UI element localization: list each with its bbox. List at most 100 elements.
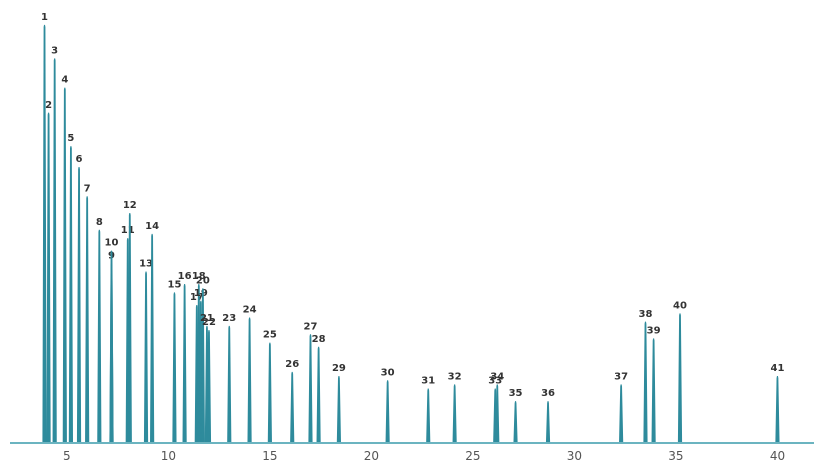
peak-mark-13 (143, 271, 149, 444)
peak-mark-16 (182, 284, 187, 444)
peak-28: 28 (312, 334, 326, 444)
peak-3: 3 (51, 45, 58, 444)
peak-label-7: 7 (84, 183, 91, 194)
peak-label-28: 28 (312, 334, 326, 345)
peak-mark-32 (452, 384, 457, 444)
peak-label-27: 27 (304, 321, 318, 332)
peak-label-8: 8 (96, 217, 103, 228)
peak-label-32: 32 (448, 371, 462, 382)
peak-8: 8 (96, 217, 103, 444)
peak-7: 7 (84, 183, 91, 444)
peak-mark-29 (336, 376, 342, 444)
peak-37: 37 (614, 371, 628, 444)
peak-label-38: 38 (639, 309, 653, 320)
x-tick-label-10: 10 (161, 449, 176, 463)
peak-label-5: 5 (67, 133, 74, 144)
peak-label-30: 30 (381, 367, 395, 378)
peak-mark-39 (651, 338, 656, 444)
x-tick-label-20: 20 (364, 449, 379, 463)
peak-mark-26 (290, 371, 295, 444)
peak-label-23: 23 (222, 313, 236, 324)
peak-34: 34 (490, 371, 504, 444)
peak-label-3: 3 (51, 45, 58, 56)
peak-label-41: 41 (770, 363, 784, 374)
peak-40: 40 (673, 300, 687, 444)
peak-label-1: 1 (41, 12, 48, 23)
peak-label-37: 37 (614, 371, 628, 382)
x-tick-label-40: 40 (770, 449, 785, 463)
peak-mark-23 (227, 325, 232, 444)
peak-label-16: 16 (178, 271, 192, 282)
peak-label-34: 34 (490, 371, 504, 382)
peaks-layer: 1234567891011121314151617181920212223242… (41, 12, 784, 444)
peak-mark-25 (267, 342, 272, 444)
peak-mark-38 (643, 321, 648, 444)
peak-23: 23 (222, 313, 236, 444)
peak-mark-27 (308, 334, 313, 444)
peak-label-21: 21 (200, 313, 214, 324)
peak-mark-28 (316, 346, 321, 444)
peak-label-31: 31 (421, 376, 435, 387)
peak-mark-40 (677, 313, 683, 444)
peak-11: 11 (121, 225, 135, 444)
peak-5: 5 (67, 133, 74, 444)
x-tick-label-30: 30 (567, 449, 582, 463)
peak-label-14: 14 (145, 221, 159, 232)
peak-mark-36 (545, 401, 551, 444)
peak-label-33: 33 (488, 376, 502, 387)
peak-4: 4 (61, 75, 68, 444)
peak-mark-3 (52, 58, 57, 444)
peak-25: 25 (263, 330, 277, 444)
peak-mark-24 (247, 317, 252, 444)
peak-10: 10 (105, 238, 119, 444)
peak-label-35: 35 (509, 388, 523, 399)
peak-15: 15 (167, 280, 181, 444)
peak-mark-37 (619, 384, 624, 444)
peak-mark-2 (46, 112, 51, 444)
peak-label-2: 2 (45, 100, 52, 111)
peak-label-10: 10 (105, 238, 119, 249)
peak-mark-7 (85, 196, 90, 444)
peak-mark-8 (97, 229, 102, 444)
peak-mark-31 (426, 388, 431, 444)
peak-41: 41 (770, 363, 784, 444)
peak-label-24: 24 (243, 305, 257, 316)
peak-mark-4 (62, 87, 67, 444)
peak-31: 31 (421, 376, 435, 444)
peak-mark-30 (385, 380, 390, 444)
peak-29: 29 (332, 363, 346, 444)
peak-label-15: 15 (167, 280, 181, 291)
peak-35: 35 (509, 388, 523, 444)
peak-36: 36 (541, 388, 555, 444)
peak-mark-6 (76, 167, 82, 444)
peak-mark-1 (42, 24, 47, 444)
peak-label-4: 4 (61, 75, 68, 86)
peak-label-36: 36 (541, 388, 555, 399)
peak-32: 32 (448, 371, 462, 444)
peak-mark-15 (172, 292, 177, 444)
peak-30: 30 (381, 367, 395, 444)
peak-label-19: 19 (194, 288, 208, 299)
x-tick-label-25: 25 (465, 449, 480, 463)
peak-label-40: 40 (673, 300, 687, 311)
peak-label-20: 20 (196, 275, 210, 286)
peak-label-12: 12 (123, 200, 137, 211)
peak-33: 33 (488, 376, 502, 444)
x-tick-label-15: 15 (262, 449, 277, 463)
peak-label-17: 17 (190, 292, 204, 303)
peak-24: 24 (243, 305, 257, 444)
x-axis-ticks: 5 10 15 20 25 30 35 40 (63, 449, 785, 463)
peak-12: 12 (123, 200, 137, 444)
peak-label-25: 25 (263, 330, 277, 341)
peak-label-22: 22 (202, 317, 216, 328)
peak-label-18: 18 (192, 271, 206, 282)
peak-mark-10 (109, 250, 114, 444)
peak-26: 26 (285, 359, 299, 444)
x-tick-label-35: 35 (668, 449, 683, 463)
peak-label-6: 6 (76, 154, 83, 165)
peak-label-39: 39 (647, 326, 661, 337)
peak-label-13: 13 (139, 259, 153, 270)
peak-mark-35 (513, 401, 518, 444)
